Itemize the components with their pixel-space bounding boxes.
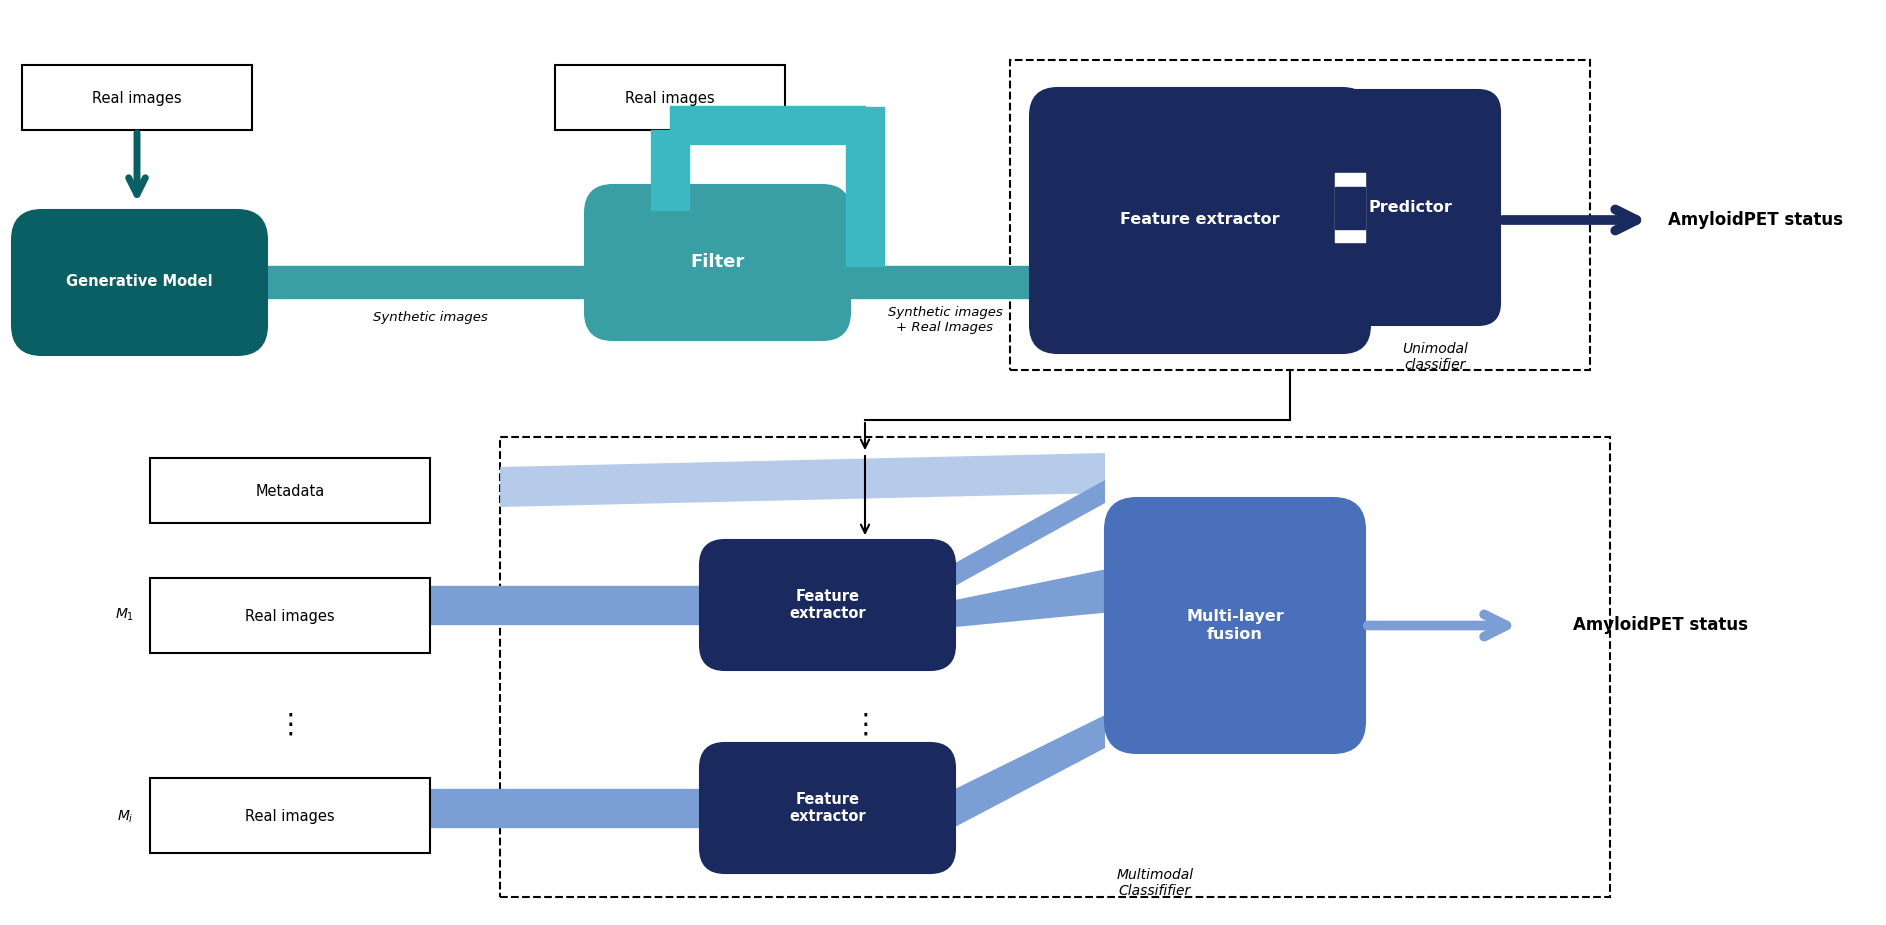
Text: Feature
extractor: Feature extractor [788,792,866,824]
FancyBboxPatch shape [700,743,954,873]
Text: ⋮: ⋮ [275,711,304,739]
Text: Synthetic images: Synthetic images [373,311,487,324]
Bar [151,458,430,523]
Text: Metadata: Metadata [255,484,324,499]
Text: Multimodal
Classififier: Multimodal Classififier [1117,868,1194,898]
Bar [151,778,430,853]
Text: Feature extractor: Feature extractor [1120,213,1281,228]
Text: Real images: Real images [245,808,336,823]
Text: Feature
extractor: Feature extractor [788,589,866,622]
FancyBboxPatch shape [1030,88,1369,353]
FancyBboxPatch shape [585,185,851,340]
Polygon shape [954,715,1105,827]
Polygon shape [500,453,1105,507]
Text: Real images: Real images [92,91,181,105]
Bar [554,65,785,130]
Polygon shape [954,570,1105,627]
Text: $M_i$: $M_i$ [117,808,134,825]
FancyBboxPatch shape [1320,90,1499,325]
Bar [23,65,253,130]
Bar [1011,60,1590,370]
Text: Real images: Real images [624,91,715,105]
Text: Predictor: Predictor [1367,201,1452,216]
Text: Multi-layer
fusion: Multi-layer fusion [1186,610,1284,642]
Text: AmyloidPET status: AmyloidPET status [1667,211,1843,229]
Bar [500,437,1611,897]
Bar [151,578,430,653]
Text: $M_1$: $M_1$ [115,607,134,623]
Text: Synthetic images
+ Real Images: Synthetic images + Real Images [888,306,1001,334]
Text: Unimodal
classifier: Unimodal classifier [1401,342,1467,372]
Text: ⋮: ⋮ [851,711,879,739]
Text: Filter: Filter [690,253,745,271]
FancyBboxPatch shape [11,210,268,355]
FancyBboxPatch shape [1105,498,1365,753]
Text: Real images: Real images [245,609,336,623]
FancyBboxPatch shape [700,540,954,670]
Text: AmyloidPET status: AmyloidPET status [1573,616,1748,635]
Polygon shape [954,480,1105,586]
Text: Generative Model: Generative Model [66,275,213,290]
